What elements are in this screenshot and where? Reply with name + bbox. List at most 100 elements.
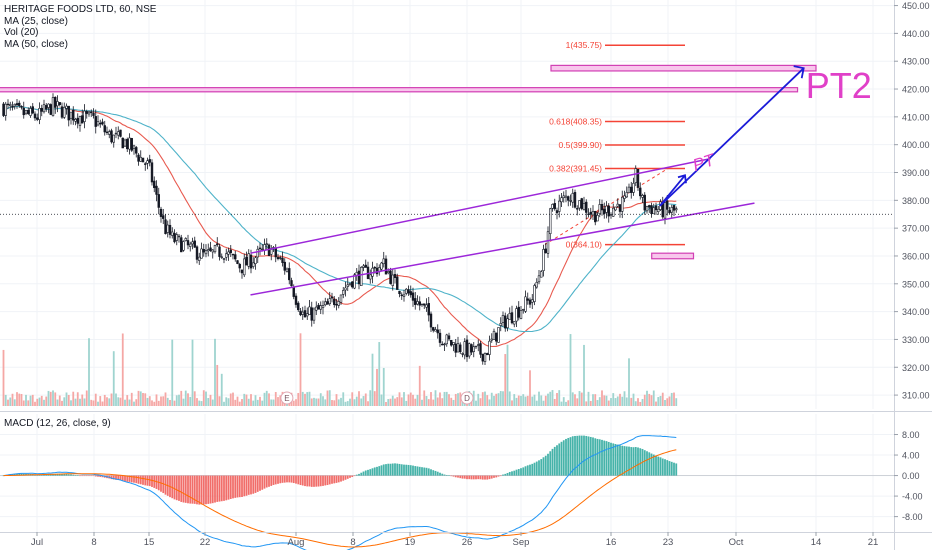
candle-body xyxy=(294,295,298,305)
candle-body xyxy=(364,264,367,268)
volume-bar xyxy=(317,398,320,406)
volume-bar xyxy=(236,396,239,406)
macd-histogram-bar xyxy=(427,468,430,476)
legend-ma50[interactable]: MA (50, close) xyxy=(4,38,68,50)
volume-bar xyxy=(295,399,297,406)
volume-bar xyxy=(542,400,545,406)
volume-bar xyxy=(421,399,423,406)
candle-body xyxy=(85,111,88,114)
candle-body xyxy=(157,194,160,208)
volume-bar xyxy=(610,398,612,406)
macd-histogram-bar xyxy=(373,467,376,476)
candle-body xyxy=(398,290,401,295)
macd-histogram-bar xyxy=(583,435,585,476)
time-axis[interactable]: Jul 8 15 22 Aug 8 19 26 Sep 16 23 Oct 14 21 xyxy=(31,532,878,548)
candle-body xyxy=(49,104,52,115)
volume-bar xyxy=(164,392,167,406)
price-axis[interactable]: 450.00 440.00 430.00 420.00 410.00 400.00 390.… xyxy=(894,1,930,401)
macd-histogram-bar xyxy=(292,475,295,484)
candle-body xyxy=(276,257,280,260)
candle-body xyxy=(153,180,156,189)
volume-bar xyxy=(128,399,131,406)
macd-histogram-bar xyxy=(223,475,225,501)
price-tick-label: 400.00 xyxy=(902,140,930,150)
candle-body xyxy=(317,304,320,310)
macd-histogram-bar xyxy=(220,475,223,502)
volume-bar xyxy=(448,394,450,406)
macd-histogram-bar xyxy=(466,475,468,480)
macd-histogram-bar xyxy=(153,475,156,488)
volume-bar xyxy=(178,394,180,406)
macd-histogram-bar xyxy=(452,475,455,477)
macd-histogram-bar xyxy=(301,475,304,486)
candle-body xyxy=(560,197,563,203)
macd-histogram-bar xyxy=(382,464,385,476)
macd-histogram-bar xyxy=(513,470,516,476)
candle-body xyxy=(483,353,487,362)
macd-histogram-bar xyxy=(540,459,543,476)
volume-bar xyxy=(180,390,183,406)
volume-bar xyxy=(668,396,671,406)
volume-bar xyxy=(173,400,176,406)
volume-bar xyxy=(326,390,329,406)
volume-bar xyxy=(47,390,50,406)
volume-bar xyxy=(394,398,396,406)
volume-bar xyxy=(279,395,282,406)
volume-bar xyxy=(146,397,149,406)
macd-histogram-bar xyxy=(175,475,178,501)
macd-histogram-bar xyxy=(112,475,115,480)
legend-vol[interactable]: Vol (20) xyxy=(4,27,39,38)
macd-histogram-bar xyxy=(495,475,498,478)
volume-bar xyxy=(74,398,77,406)
volume-bar xyxy=(502,391,504,406)
macd-histogram-bar xyxy=(117,475,120,480)
volume-bar xyxy=(650,395,653,406)
volume-bar xyxy=(439,392,441,406)
candle-body xyxy=(472,346,475,352)
volume-bar xyxy=(562,397,565,406)
volume-bar xyxy=(43,399,45,406)
volume-bar xyxy=(596,400,599,406)
candle-body xyxy=(299,310,302,316)
candle-body xyxy=(454,343,457,353)
volume-bar xyxy=(297,392,300,406)
macd-histogram-bar xyxy=(189,475,192,504)
macd-histogram-bar xyxy=(342,475,345,481)
candle-body xyxy=(29,108,32,116)
candle-body xyxy=(643,194,646,211)
volume-bar xyxy=(549,391,552,406)
candle-body xyxy=(310,307,313,321)
candle-body xyxy=(144,163,147,165)
macd-histogram-bar xyxy=(542,457,545,476)
macd-histogram-bar xyxy=(643,450,646,476)
candle-body xyxy=(209,247,212,251)
legend-ma25[interactable]: MA (25, close) xyxy=(4,15,68,27)
volume-bar xyxy=(623,391,626,406)
volume-bar xyxy=(135,399,138,406)
volume-bar xyxy=(308,391,311,406)
candle-body xyxy=(621,196,624,212)
macd-pane[interactable] xyxy=(0,414,894,532)
volume-bar xyxy=(245,394,248,406)
candle-body xyxy=(508,313,511,320)
volume-bar xyxy=(407,394,410,406)
volume-bar xyxy=(452,399,455,406)
macd-axis[interactable]: 8.00 4.00 0.00 -4.00 -8.00 xyxy=(894,430,923,522)
macd-histogram-bar xyxy=(193,475,196,504)
candle-body xyxy=(166,224,169,233)
volume-bar xyxy=(67,394,70,406)
volume-bar xyxy=(643,394,646,406)
candle-body xyxy=(409,291,412,296)
macd-legend[interactable]: MACD (12, 26, close, 9) xyxy=(4,418,111,429)
volume-bar xyxy=(387,399,390,406)
macd-histogram-bar xyxy=(310,475,313,487)
volume-bar xyxy=(331,400,333,406)
volume-bar xyxy=(490,392,493,406)
candle-body xyxy=(207,249,210,252)
candle-body xyxy=(607,205,610,217)
symbol-title[interactable]: HERITAGE FOODS LTD, 60, NSE xyxy=(4,4,157,15)
volume-bar xyxy=(254,395,257,406)
macd-histogram-bar xyxy=(655,455,657,476)
macd-histogram-bar xyxy=(362,471,365,476)
